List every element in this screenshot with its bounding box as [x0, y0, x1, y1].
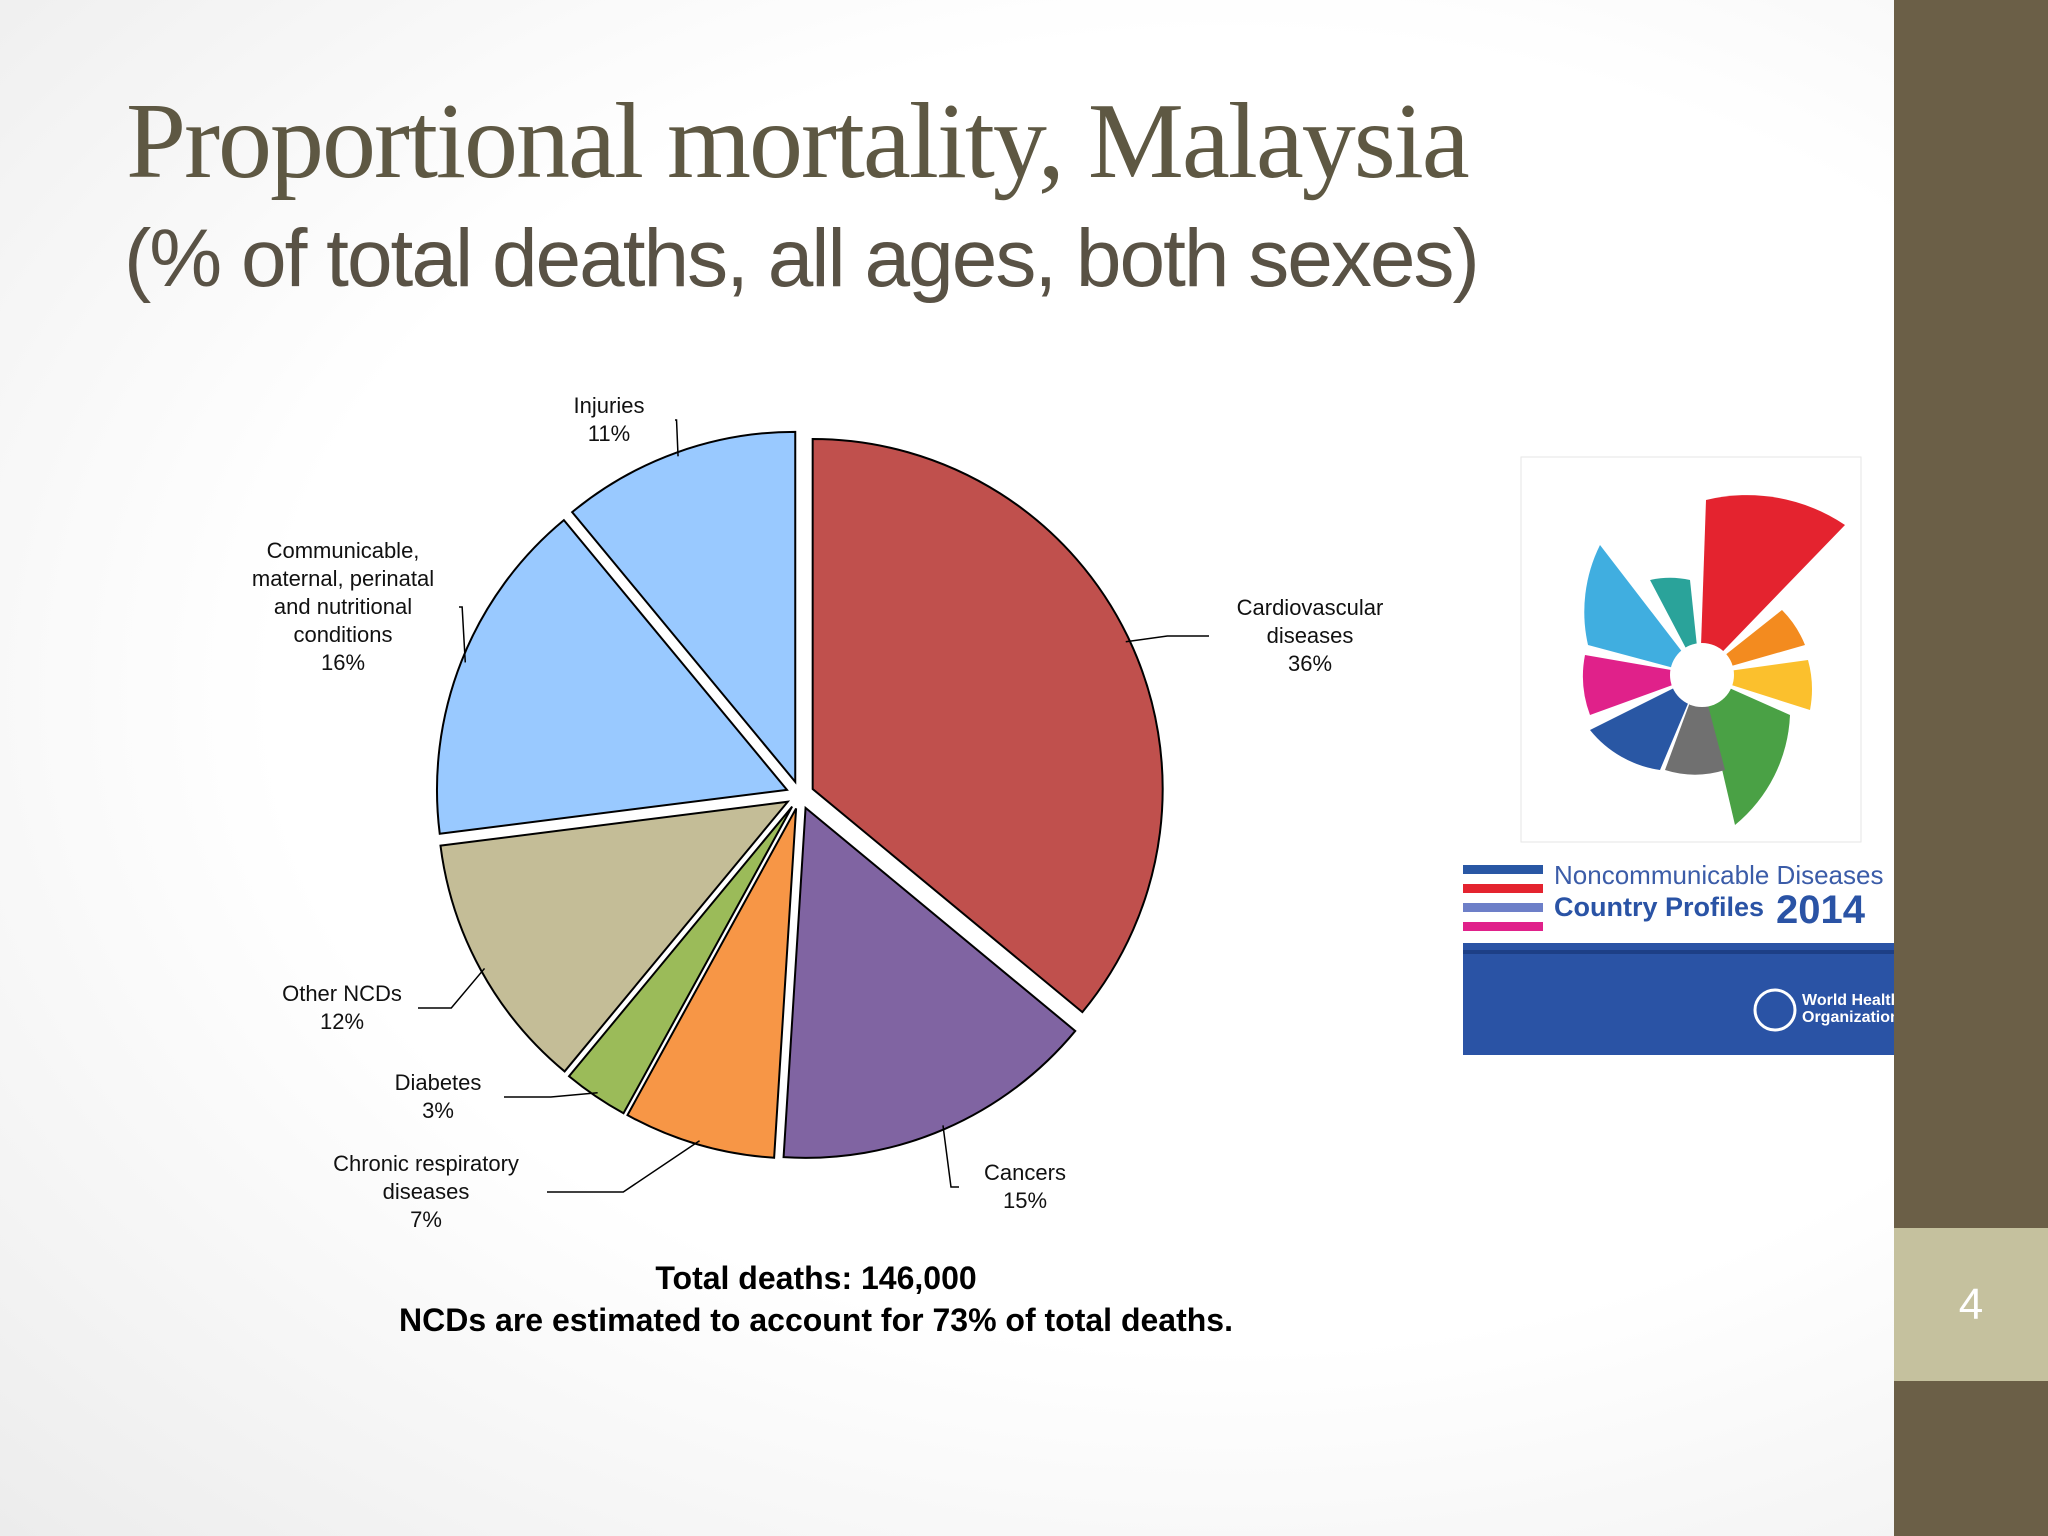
leader-line	[504, 1092, 598, 1098]
pie-slice	[782, 805, 1077, 1159]
pie-slice	[570, 430, 797, 785]
report-line2: Country Profiles	[1554, 892, 1765, 922]
page-number-box	[1894, 1228, 2048, 1381]
slice-label: Cardiovascular diseases 36%	[1215, 594, 1405, 678]
pie-slice	[567, 805, 794, 1115]
slide-subtitle: (% of total deaths, all ages, both sexes…	[124, 213, 1480, 304]
value-label: 7%	[410, 1207, 442, 1232]
slice-label: Cancers 15%	[965, 1159, 1085, 1215]
value-label: 16%	[320, 650, 366, 675]
value-label: 12%	[319, 1009, 365, 1034]
leader-line	[459, 606, 467, 663]
slice-label: Other NCDs 12%	[272, 980, 412, 1036]
slice-label: Communicable, maternal, perinatal and nu…	[233, 537, 453, 677]
leader-line	[1125, 635, 1209, 643]
category-label: Chronic respiratory diseases	[333, 1151, 519, 1204]
value-label: 15%	[1002, 1188, 1048, 1213]
category-label: Cardiovascular diseases	[1236, 595, 1384, 648]
category-label: Diabetes	[394, 1070, 482, 1095]
slice-label: Injuries 11%	[549, 392, 669, 448]
value-label: 36%	[1287, 651, 1333, 676]
value-label: 3%	[422, 1098, 454, 1123]
category-label: Communicable, maternal, perinatal and nu…	[251, 538, 435, 647]
annotation: Total deaths: 146,000	[655, 1260, 977, 1296]
leader-line	[547, 1140, 700, 1193]
report-year: 2014	[1776, 888, 1865, 932]
leader-line	[418, 967, 486, 1009]
value-label: 11%	[587, 421, 631, 446]
slice-label: Chronic respiratory diseases 7%	[311, 1150, 541, 1234]
leader-line	[942, 1125, 959, 1188]
leader-line	[675, 419, 679, 457]
page-number: 4	[1958, 1280, 1984, 1329]
annotation: NCDs are estimated to account for 73% of…	[399, 1302, 1233, 1338]
pie-slice	[439, 800, 791, 1073]
category-label: Injuries	[573, 393, 645, 418]
report-publisher: World Health Organization	[1802, 992, 1901, 1026]
cover-wheel	[1582, 495, 1845, 825]
category-label: Other NCDs	[282, 981, 402, 1006]
pie-slice	[626, 807, 798, 1159]
slide-title: Proportional mortality, Malaysia	[126, 82, 1470, 201]
pie-slice	[811, 438, 1164, 1014]
category-label: Cancers	[984, 1160, 1066, 1185]
slice-label: Diabetes 3%	[378, 1069, 498, 1125]
report-line1: Noncommunicable Diseases	[1554, 860, 1884, 890]
pie-slice	[435, 518, 789, 835]
